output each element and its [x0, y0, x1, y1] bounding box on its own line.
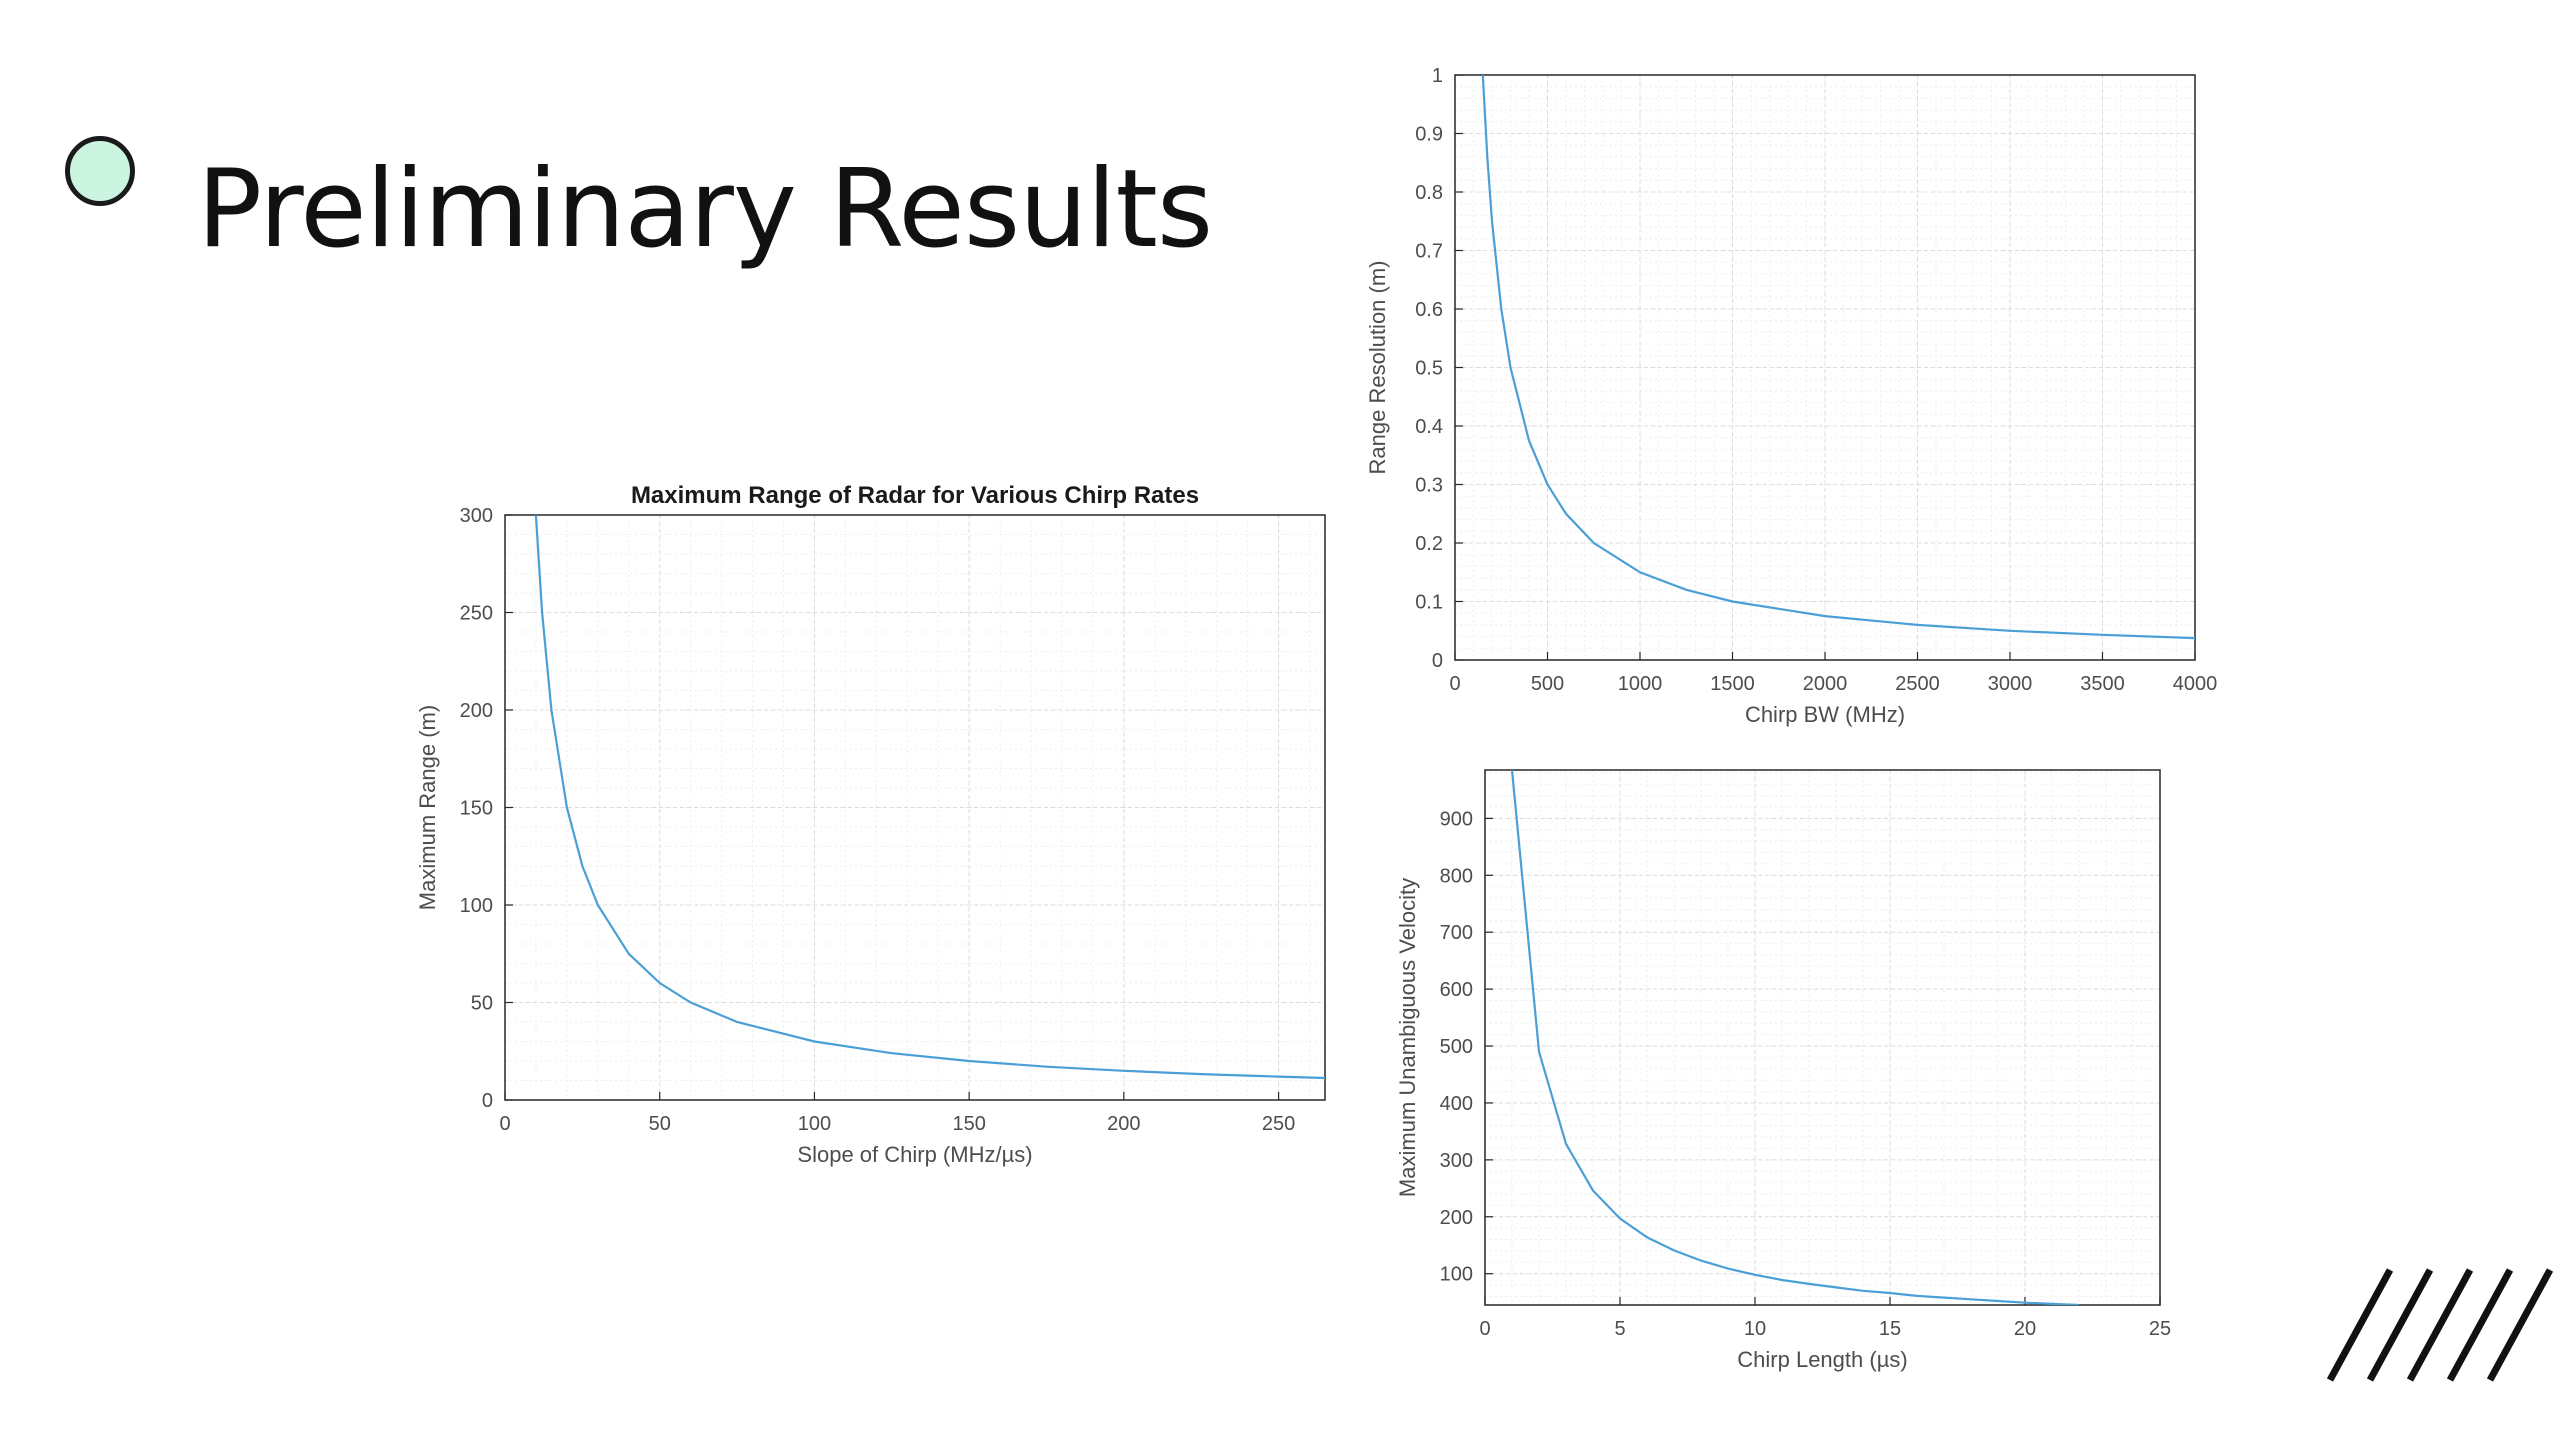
x-tick-label: 25 [2149, 1318, 2171, 1340]
series-line [534, 515, 1325, 1080]
y-tick-label: 100 [1440, 1264, 1473, 1286]
y-tick-label: 0 [482, 1090, 493, 1112]
x-tick-label: 0 [499, 1113, 510, 1135]
x-tick-label: 100 [798, 1113, 831, 1135]
x-tick-label: 0 [1479, 1318, 1490, 1340]
x-tick-label: 250 [1262, 1113, 1295, 1135]
y-tick-label: 700 [1440, 922, 1473, 944]
y-tick-label: 50 [471, 993, 493, 1015]
diagonal-lines-icon [2326, 1268, 2554, 1382]
x-tick-label: 4000 [2173, 673, 2218, 695]
y-tick-label: 900 [1440, 808, 1473, 830]
y-tick-label: 0.4 [1415, 416, 1443, 438]
x-tick-label: 10 [1744, 1318, 1766, 1340]
y-tick-label: 100 [460, 895, 493, 917]
x-tick-label: 500 [1531, 673, 1564, 695]
x-tick-label: 20 [2014, 1318, 2036, 1340]
slide-title: Preliminary Results [197, 147, 1213, 272]
x-tick-label: 2000 [1803, 673, 1848, 695]
y-tick-label: 250 [460, 603, 493, 625]
x-tick-label: 50 [649, 1113, 671, 1135]
y-tick-label: 150 [460, 798, 493, 820]
x-tick-label: 200 [1107, 1113, 1140, 1135]
x-tick-label: 15 [1879, 1318, 1901, 1340]
x-axis-label: Slope of Chirp (MHz/µs) [797, 1142, 1032, 1167]
series-line [1510, 770, 2080, 1305]
circle-bullet-icon [65, 136, 135, 206]
y-tick-label: 200 [1440, 1207, 1473, 1229]
y-tick-label: 0.3 [1415, 475, 1443, 497]
series-line [1481, 75, 2195, 640]
y-tick-label: 0.5 [1415, 358, 1443, 380]
x-tick-label: 2500 [1895, 673, 1940, 695]
max-velocity-chart: 0 5 10 15 20 25 100 200 300 400 500 600 700 800 900 Chi… [1395, 769, 2171, 1372]
y-tick-label: 0.6 [1415, 299, 1443, 321]
y-tick-label: 300 [460, 505, 493, 527]
y-tick-label: 0.9 [1415, 124, 1443, 146]
range-resolution-chart: 0 500 1000 1500 2000 2500 3000 3500 4000 0 0.1 0.2 0… [1365, 65, 2218, 727]
x-tick-label: 5 [1614, 1318, 1625, 1340]
x-tick-label: 3500 [2080, 673, 2125, 695]
y-tick-label: 0.2 [1415, 533, 1443, 555]
x-tick-label: 0 [1449, 673, 1460, 695]
x-axis-label: Chirp BW (MHz) [1745, 702, 1905, 727]
y-tick-label: 400 [1440, 1093, 1473, 1115]
x-tick-label: 150 [952, 1113, 985, 1135]
y-tick-label: 0.1 [1415, 592, 1443, 614]
y-tick-label: 0.8 [1415, 182, 1443, 204]
y-axis-label: Range Resolution (m) [1365, 261, 1390, 475]
y-tick-label: 0 [1432, 650, 1443, 672]
y-tick-label: 200 [460, 700, 493, 722]
chart-title: Maximum Range of Radar for Various Chirp… [631, 482, 1199, 509]
y-axis-label: Maximum Range (m) [415, 705, 440, 910]
x-tick-label: 1500 [1710, 673, 1755, 695]
max-range-chart: 0 50 100 150 200 250 0 50 100 150 200 250 300 Maximum… [415, 482, 1326, 1167]
x-tick-label: 1000 [1618, 673, 1663, 695]
y-axis-label: Maximum Unambiguous Velocity [1395, 878, 1420, 1197]
y-tick-label: 600 [1440, 979, 1473, 1001]
y-tick-label: 1 [1432, 65, 1443, 87]
y-tick-label: 0.7 [1415, 241, 1443, 263]
x-axis-label: Chirp Length (µs) [1737, 1347, 1907, 1372]
x-tick-label: 3000 [1988, 673, 2033, 695]
y-tick-label: 500 [1440, 1036, 1473, 1058]
y-tick-label: 300 [1440, 1150, 1473, 1172]
y-tick-label: 800 [1440, 865, 1473, 887]
